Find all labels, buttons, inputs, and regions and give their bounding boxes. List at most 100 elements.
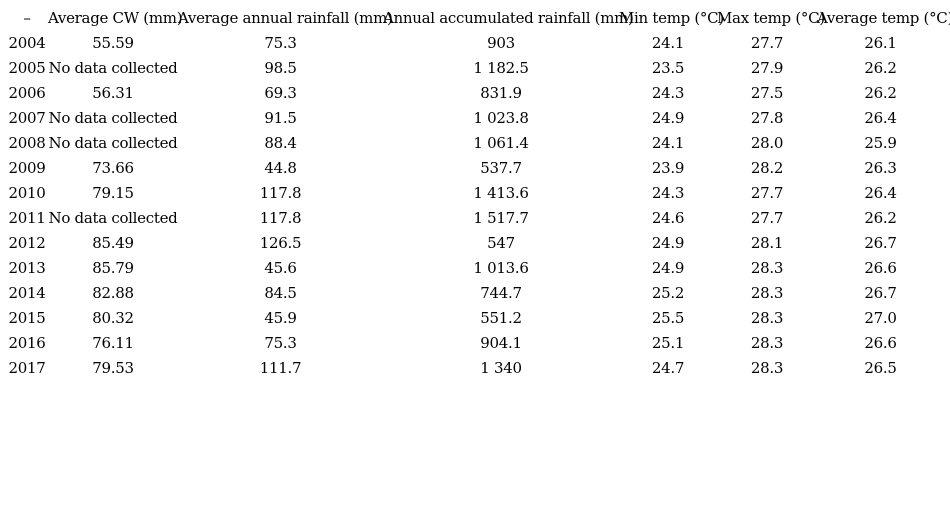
value-cell: 547 <box>487 233 515 252</box>
value-cell: 69.3 <box>264 83 297 102</box>
column-header: Max temp (°C) <box>717 8 825 27</box>
value-cell: 117.8 <box>259 183 302 202</box>
value-cell: 45.9 <box>264 308 297 327</box>
value-cell: 79.15 <box>92 183 134 202</box>
value-cell: 85.49 <box>92 233 134 252</box>
table-row: 2011 No data collected 117.8 1 517.7 24.6 27.… <box>6 205 944 230</box>
value-cell: 24.9 <box>651 233 685 252</box>
climate-data-table: – Average CW (mm) Average annual rainfall … <box>6 5 950 380</box>
year-cell: 2007 <box>8 108 46 127</box>
value-cell: 28.3 <box>750 283 784 302</box>
value-cell: 82.88 <box>92 283 134 302</box>
year-cell: 2004 <box>8 33 46 52</box>
value-cell: 88.4 <box>264 133 297 152</box>
year-cell: 2017 <box>8 358 46 377</box>
value-cell: 25.5 <box>651 308 685 327</box>
value-cell: 44.8 <box>264 158 297 177</box>
value-cell: 85.79 <box>92 258 134 277</box>
year-cell: 2015 <box>8 308 46 327</box>
value-cell: 23.9 <box>651 158 685 177</box>
column-header: Min temp (°C) <box>619 8 724 27</box>
value-cell: 26.4 <box>864 183 897 202</box>
value-cell: 24.6 <box>651 208 685 227</box>
year-cell: 2009 <box>8 158 46 177</box>
value-cell: 27.0 <box>864 308 897 327</box>
table-row: 2014 82.88 84.5 744.7 25.2 28.3 26.7 <box>6 280 944 305</box>
value-cell: 1 182.5 <box>473 58 529 77</box>
table-row: 2005 No data collected 98.5 1 182.5 23.5 27.9… <box>6 55 944 80</box>
value-cell: 1 340 <box>480 358 522 377</box>
value-cell: 26.2 <box>864 83 897 102</box>
year-cell: 2014 <box>8 283 46 302</box>
table-row: 2006 56.31 69.3 831.9 24.3 27.5 26.2 <box>6 80 944 105</box>
value-cell: No data collected <box>48 133 178 152</box>
column-header: Average temp (°C) <box>817 8 950 27</box>
table-body: 2004 55.59 75.3 903 24.1 27.7 26.1 2005 No data … <box>6 30 944 380</box>
value-cell: 26.5 <box>864 358 897 377</box>
value-cell: 24.7 <box>651 358 685 377</box>
value-cell: 551.2 <box>480 308 522 327</box>
value-cell: 744.7 <box>480 283 522 302</box>
value-cell: 27.5 <box>750 83 784 102</box>
value-cell: 28.3 <box>750 308 784 327</box>
year-cell: 2012 <box>8 233 46 252</box>
value-cell: 75.3 <box>264 33 297 52</box>
value-cell: 27.7 <box>750 208 784 227</box>
value-cell: 26.6 <box>864 333 897 352</box>
value-cell: 904.1 <box>480 333 522 352</box>
value-cell: 27.9 <box>750 58 784 77</box>
value-cell: 26.3 <box>864 158 897 177</box>
value-cell: 28.2 <box>750 158 784 177</box>
value-cell: 25.2 <box>651 283 685 302</box>
value-cell: 26.2 <box>864 208 897 227</box>
value-cell: 903 <box>487 33 515 52</box>
table-row: 2016 76.11 75.3 904.1 25.1 28.3 26.6 <box>6 330 944 355</box>
value-cell: 24.1 <box>651 133 685 152</box>
value-cell: 91.5 <box>264 108 297 127</box>
table-row: 2008 No data collected 88.4 1 061.4 24.1 28.0… <box>6 130 944 155</box>
value-cell: 24.1 <box>651 33 685 52</box>
value-cell: 126.5 <box>259 233 302 252</box>
value-cell: 26.7 <box>864 283 897 302</box>
value-cell: 28.0 <box>750 133 784 152</box>
table-row: 2004 55.59 75.3 903 24.1 27.7 26.1 <box>6 30 944 55</box>
value-cell: 24.9 <box>651 258 685 277</box>
year-cell: 2011 <box>8 208 46 227</box>
value-cell: No data collected <box>48 208 178 227</box>
value-cell: 27.7 <box>750 183 784 202</box>
value-cell: 73.66 <box>92 158 134 177</box>
value-cell: 23.5 <box>651 58 685 77</box>
year-cell: 2010 <box>8 183 46 202</box>
value-cell: 1 413.6 <box>473 183 529 202</box>
table-row: 2009 73.66 44.8 537.7 23.9 28.2 26.3 <box>6 155 944 180</box>
table-row: 2012 85.49 126.5 547 24.9 28.1 26.7 <box>6 230 944 255</box>
year-cell: 2013 <box>8 258 46 277</box>
value-cell: 25.9 <box>864 133 897 152</box>
value-cell: 98.5 <box>264 58 297 77</box>
value-cell: 26.4 <box>864 108 897 127</box>
value-cell: 28.1 <box>750 233 784 252</box>
value-cell: No data collected <box>48 58 178 77</box>
year-cell: 2006 <box>8 83 46 102</box>
year-cell: 2016 <box>8 333 46 352</box>
value-cell: 28.3 <box>750 333 784 352</box>
table-row: 2007 No data collected 91.5 1 023.8 24.9 27.8… <box>6 105 944 130</box>
value-cell: 24.3 <box>651 183 685 202</box>
table-header-row: – Average CW (mm) Average annual rainfall … <box>6 5 950 30</box>
value-cell: 79.53 <box>92 358 134 377</box>
value-cell: 27.7 <box>750 33 784 52</box>
value-cell: 45.6 <box>264 258 297 277</box>
value-cell: 24.9 <box>651 108 685 127</box>
value-cell: 537.7 <box>480 158 522 177</box>
column-header: Average annual rainfall (mm) <box>178 8 393 27</box>
value-cell: 26.7 <box>864 233 897 252</box>
year-cell: 2008 <box>8 133 46 152</box>
table-row: 2010 79.15 117.8 1 413.6 24.3 27.7 26.4 <box>6 180 944 205</box>
value-cell: 56.31 <box>92 83 134 102</box>
value-cell: 1 023.8 <box>473 108 529 127</box>
value-cell: 76.11 <box>92 333 134 352</box>
column-header: Average CW (mm) <box>48 8 183 27</box>
value-cell: 55.59 <box>92 33 134 52</box>
value-cell: 831.9 <box>480 83 522 102</box>
value-cell: No data collected <box>48 108 178 127</box>
